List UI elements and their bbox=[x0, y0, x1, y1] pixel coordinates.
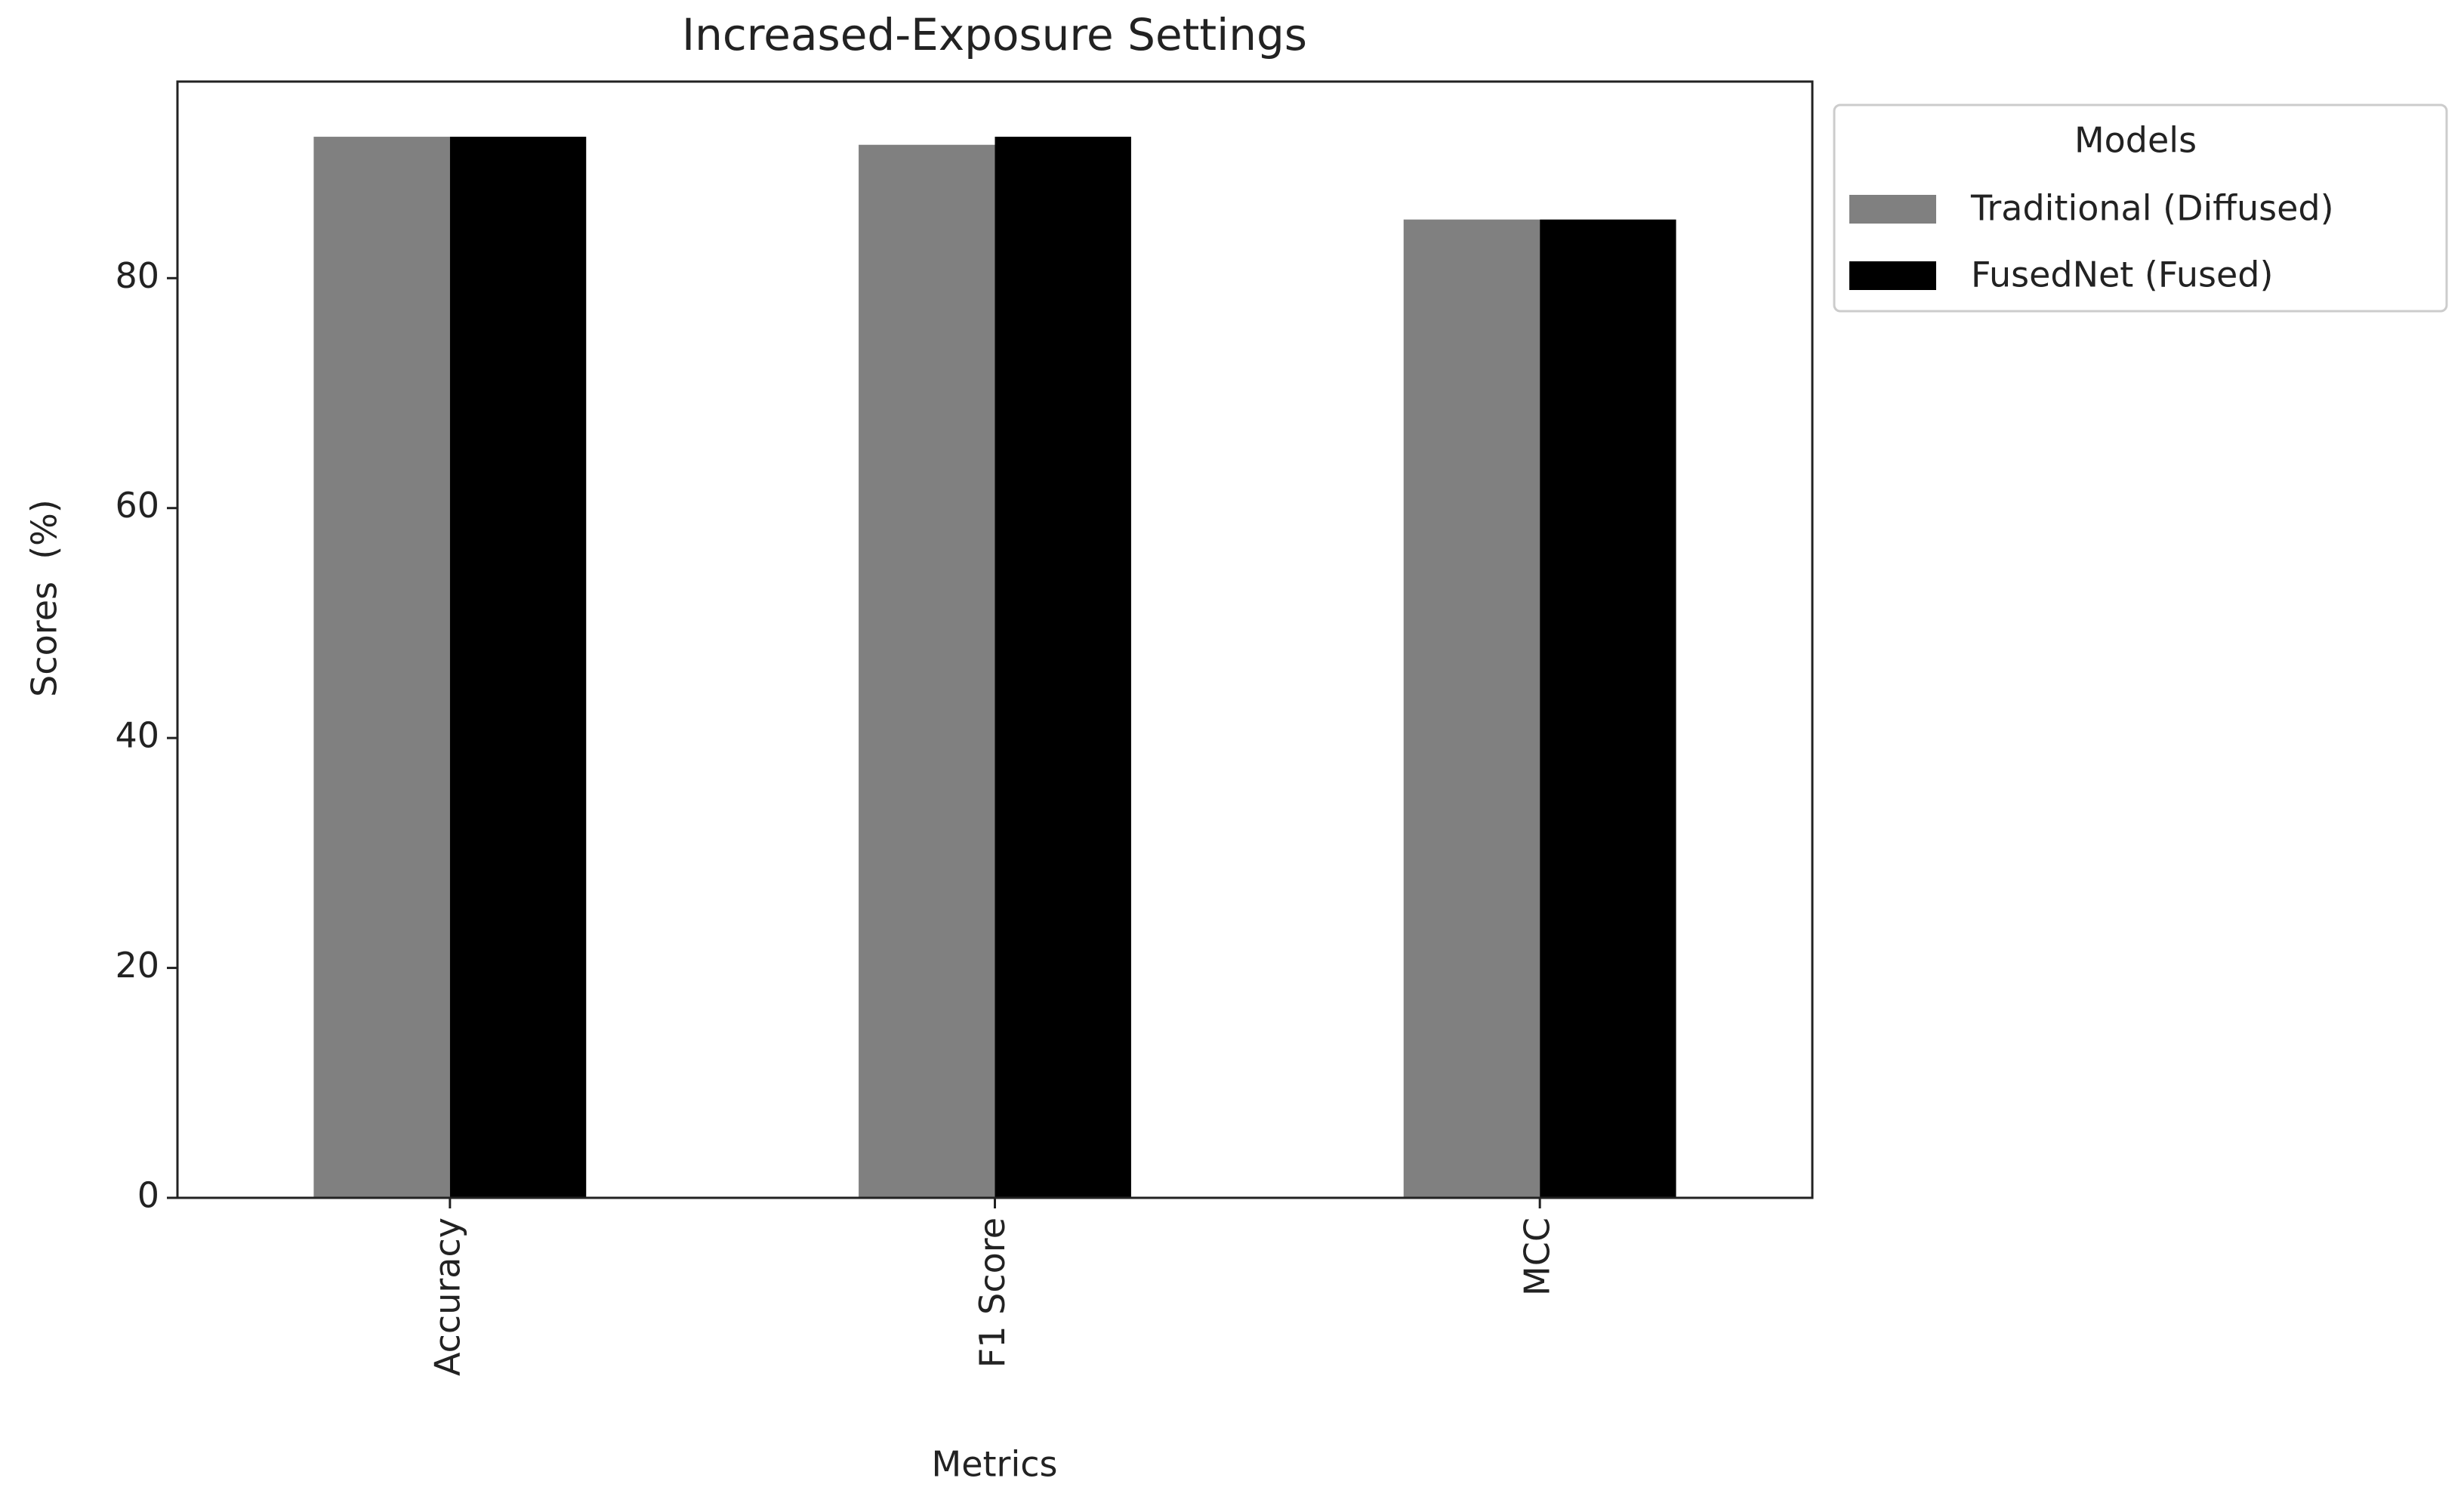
chart-title: Increased-Exposure Settings bbox=[682, 9, 1307, 60]
legend-title: Models bbox=[2074, 120, 2197, 161]
y-tick-label: 0 bbox=[137, 1175, 159, 1216]
x-axis-label: Metrics bbox=[932, 1444, 1058, 1485]
bar bbox=[1403, 219, 1540, 1199]
x-tick-label: Accuracy bbox=[427, 1217, 467, 1376]
bar bbox=[449, 137, 587, 1198]
bar bbox=[313, 137, 450, 1198]
y-tick-label: 60 bbox=[115, 485, 159, 526]
legend-label: Traditional (Diffused) bbox=[1970, 188, 2334, 229]
legend-swatch bbox=[1849, 195, 1936, 224]
legend-label: FusedNet (Fused) bbox=[1971, 255, 2273, 295]
y-tick-label: 80 bbox=[115, 255, 159, 296]
plot-frame bbox=[176, 80, 1814, 1199]
bar bbox=[1540, 219, 1676, 1199]
legend-box bbox=[1833, 103, 2448, 313]
legend-swatch bbox=[1849, 261, 1936, 290]
bar bbox=[859, 144, 995, 1199]
x-tick-label: MCC bbox=[1517, 1217, 1558, 1296]
bar bbox=[995, 137, 1131, 1198]
y-tick-label: 20 bbox=[115, 945, 159, 986]
y-axis-label: Scores (%) bbox=[24, 499, 65, 697]
y-tick-label: 40 bbox=[115, 715, 159, 756]
x-tick-label: F1 Score bbox=[972, 1217, 1013, 1368]
